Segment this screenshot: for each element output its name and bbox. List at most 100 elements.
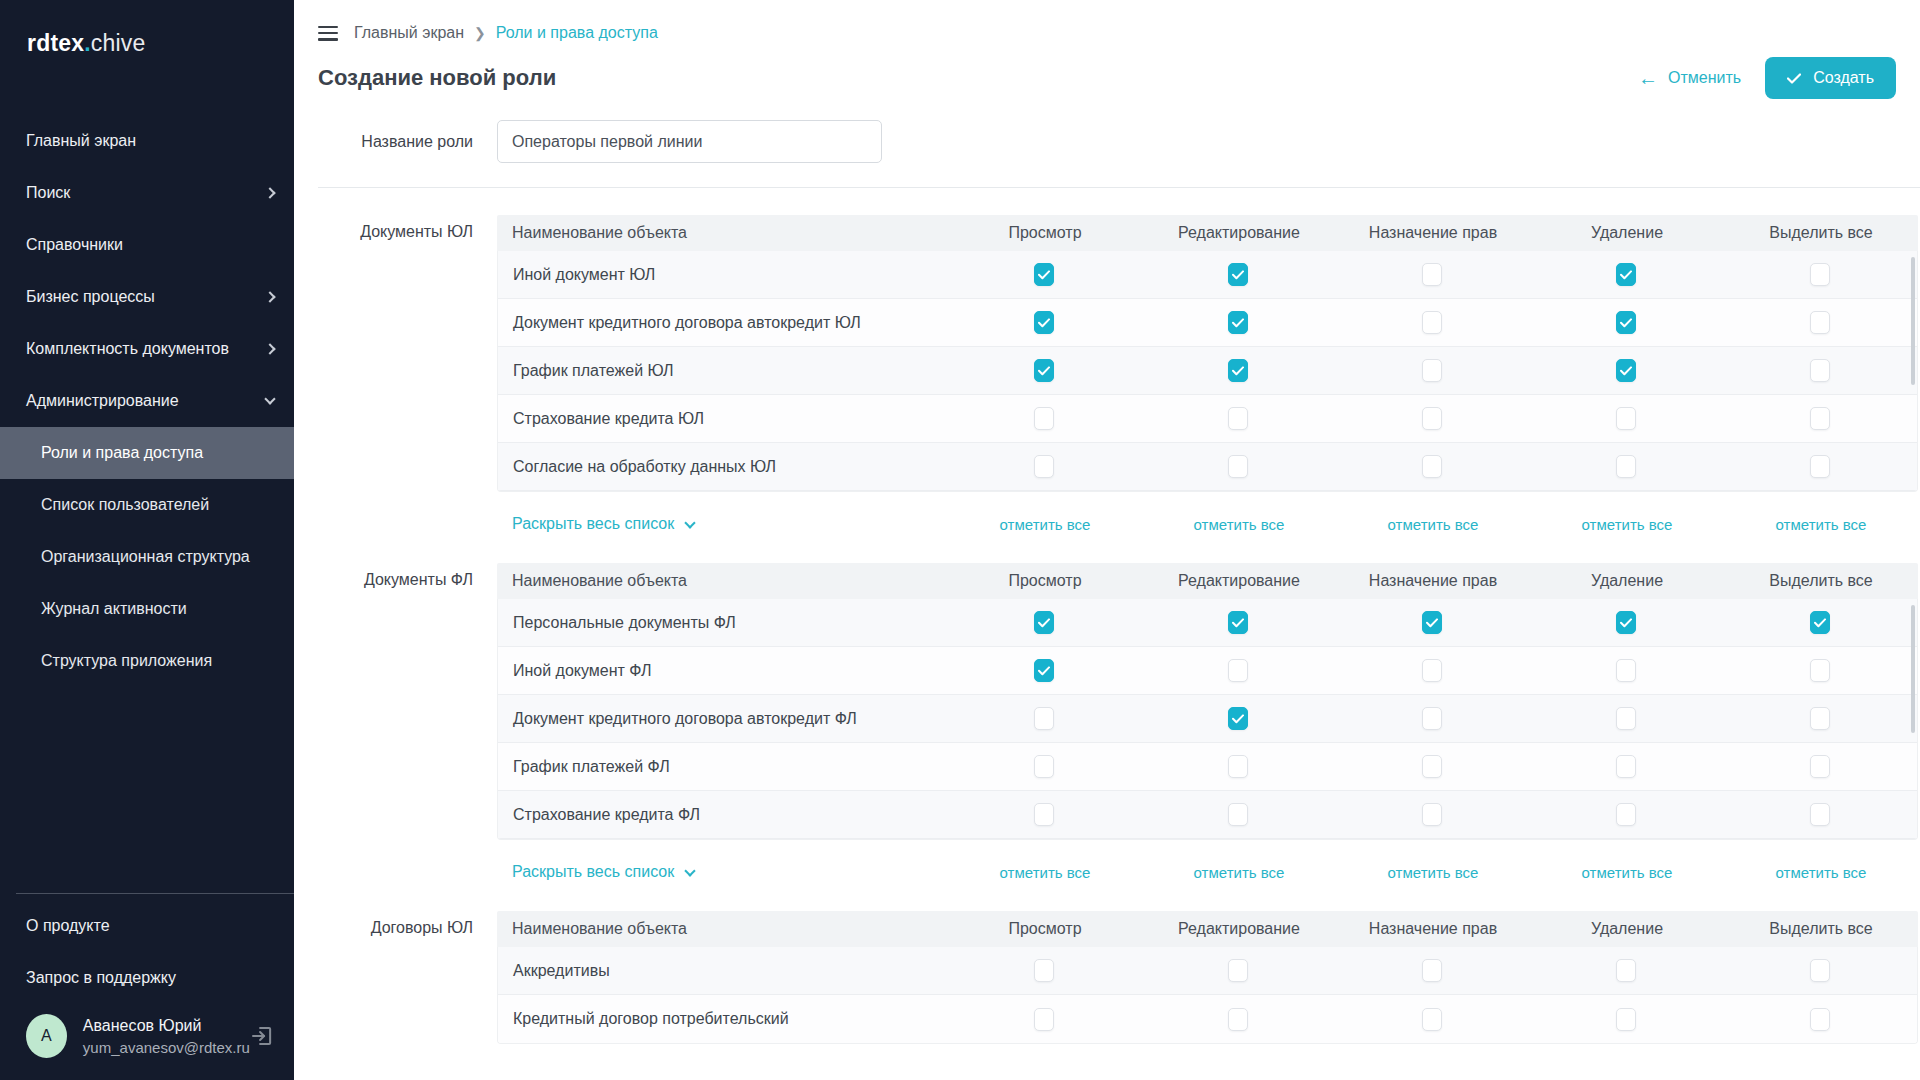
- checkbox-Назначение прав[interactable]: [1422, 755, 1442, 778]
- checkbox-Назначение прав[interactable]: [1422, 359, 1442, 382]
- role-name-input[interactable]: [497, 120, 882, 163]
- sidebar-subitem-4[interactable]: Структура приложения: [0, 635, 294, 687]
- checkbox-Просмотр[interactable]: [1034, 263, 1054, 286]
- checkbox-Удаление[interactable]: [1616, 1008, 1636, 1031]
- sidebar-item-1[interactable]: Поиск: [0, 167, 294, 219]
- checkbox-Удаление[interactable]: [1616, 263, 1636, 286]
- checkbox-Просмотр[interactable]: [1034, 803, 1054, 826]
- sidebar-item-5[interactable]: Администрирование: [0, 375, 294, 427]
- checkbox-Редактирование[interactable]: [1228, 263, 1248, 286]
- table-scrollbar[interactable]: [1911, 257, 1915, 385]
- checkbox-Назначение прав[interactable]: [1422, 455, 1442, 478]
- sidebar-subitem-2[interactable]: Организационная структура: [0, 531, 294, 583]
- checkbox-Просмотр[interactable]: [1034, 311, 1054, 334]
- cancel-button[interactable]: ← Отменить: [1638, 68, 1741, 88]
- checkbox-Выделить все[interactable]: [1810, 959, 1830, 982]
- checkbox-Просмотр[interactable]: [1034, 1008, 1054, 1031]
- check-all-link[interactable]: отметить все: [948, 516, 1142, 533]
- check-all-link[interactable]: отметить все: [948, 864, 1142, 881]
- breadcrumb-home[interactable]: Главный экран: [354, 24, 464, 42]
- expand-list-link[interactable]: Раскрыть весь список: [497, 515, 948, 533]
- checkbox-Редактирование[interactable]: [1228, 455, 1248, 478]
- checkbox-Выделить все[interactable]: [1810, 659, 1830, 682]
- checkbox-Удаление[interactable]: [1616, 407, 1636, 430]
- checkbox-Редактирование[interactable]: [1228, 959, 1248, 982]
- table-body: Персональные документы ФЛИной документ Ф…: [497, 599, 1918, 840]
- table-scrollbar[interactable]: [1911, 605, 1915, 733]
- checkbox-Удаление[interactable]: [1616, 803, 1636, 826]
- checkbox-Редактирование[interactable]: [1228, 1008, 1248, 1031]
- checkbox-Просмотр[interactable]: [1034, 959, 1054, 982]
- checkbox-Удаление[interactable]: [1616, 359, 1636, 382]
- sidebar-footer-link-0[interactable]: О продукте: [0, 900, 294, 952]
- check-all-link[interactable]: отметить все: [1724, 516, 1918, 533]
- logout-icon[interactable]: [250, 1023, 274, 1049]
- checkbox-Удаление[interactable]: [1616, 611, 1636, 634]
- checkbox-Редактирование[interactable]: [1228, 359, 1248, 382]
- sidebar-item-0[interactable]: Главный экран: [0, 115, 294, 167]
- checkbox-Просмотр[interactable]: [1034, 611, 1054, 634]
- check-all-link[interactable]: отметить все: [1336, 516, 1530, 533]
- sidebar-footer-link-1[interactable]: Запрос в поддержку: [0, 952, 294, 1004]
- sidebar-subitem-3[interactable]: Журнал активности: [0, 583, 294, 635]
- checkbox-Удаление[interactable]: [1616, 707, 1636, 730]
- check-all-link[interactable]: отметить все: [1336, 864, 1530, 881]
- checkbox-Просмотр[interactable]: [1034, 407, 1054, 430]
- checkbox-Просмотр[interactable]: [1034, 755, 1054, 778]
- create-button[interactable]: Создать: [1765, 57, 1896, 99]
- checkbox-Редактирование[interactable]: [1228, 707, 1248, 730]
- checkbox-Назначение прав[interactable]: [1422, 407, 1442, 430]
- checkbox-Назначение прав[interactable]: [1422, 611, 1442, 634]
- checkbox-Редактирование[interactable]: [1228, 311, 1248, 334]
- column-header: Редактирование: [1142, 920, 1336, 938]
- sidebar-item-4[interactable]: Комплектность документов: [0, 323, 294, 375]
- checkbox-Выделить все[interactable]: [1810, 707, 1830, 730]
- sidebar-item-3[interactable]: Бизнес процессы: [0, 271, 294, 323]
- sidebar-subitem-0[interactable]: Роли и права доступа: [0, 427, 294, 479]
- checkbox-Назначение прав[interactable]: [1422, 803, 1442, 826]
- checkbox-Назначение прав[interactable]: [1422, 707, 1442, 730]
- arrow-left-icon: ←: [1638, 68, 1658, 88]
- checkbox-Назначение прав[interactable]: [1422, 263, 1442, 286]
- checkbox-Редактирование[interactable]: [1228, 755, 1248, 778]
- checkbox-Удаление[interactable]: [1616, 311, 1636, 334]
- checkbox-Редактирование[interactable]: [1228, 611, 1248, 634]
- checkbox-Просмотр[interactable]: [1034, 455, 1054, 478]
- check-all-link[interactable]: отметить все: [1142, 864, 1336, 881]
- checkbox-Выделить все[interactable]: [1810, 311, 1830, 334]
- expand-list-link[interactable]: Раскрыть весь список: [497, 863, 948, 881]
- check-all-link[interactable]: отметить все: [1724, 864, 1918, 881]
- checkbox-Назначение прав[interactable]: [1422, 1008, 1442, 1031]
- checkbox-Выделить все[interactable]: [1810, 455, 1830, 478]
- checkbox-Выделить все[interactable]: [1810, 407, 1830, 430]
- check-all-link[interactable]: отметить все: [1530, 516, 1724, 533]
- hamburger-menu-icon[interactable]: [318, 26, 338, 41]
- sidebar-item-2[interactable]: Справочники: [0, 219, 294, 271]
- checkbox-Просмотр[interactable]: [1034, 707, 1054, 730]
- table-row: Кредитный договор потребительский: [498, 995, 1917, 1043]
- checkbox-Назначение прав[interactable]: [1422, 659, 1442, 682]
- checkbox-Просмотр[interactable]: [1034, 659, 1054, 682]
- checkbox-Редактирование[interactable]: [1228, 659, 1248, 682]
- check-all-link[interactable]: отметить все: [1530, 864, 1724, 881]
- checkbox-Удаление[interactable]: [1616, 659, 1636, 682]
- sidebar-item-label: Справочники: [26, 236, 274, 254]
- checkbox-Редактирование[interactable]: [1228, 407, 1248, 430]
- checkbox-Удаление[interactable]: [1616, 455, 1636, 478]
- checkbox-Выделить все[interactable]: [1810, 263, 1830, 286]
- checkbox-Назначение прав[interactable]: [1422, 959, 1442, 982]
- table-row: Иной документ ФЛ: [498, 647, 1917, 695]
- checkbox-Удаление[interactable]: [1616, 959, 1636, 982]
- checkbox-Выделить все[interactable]: [1810, 803, 1830, 826]
- checkbox-Выделить все[interactable]: [1810, 359, 1830, 382]
- checkbox-Назначение прав[interactable]: [1422, 311, 1442, 334]
- checkbox-Выделить все[interactable]: [1810, 611, 1830, 634]
- checkbox-Редактирование[interactable]: [1228, 803, 1248, 826]
- table-body: Иной документ ЮЛДокумент кредитного дого…: [497, 251, 1918, 492]
- check-all-link[interactable]: отметить все: [1142, 516, 1336, 533]
- checkbox-Просмотр[interactable]: [1034, 359, 1054, 382]
- checkbox-Выделить все[interactable]: [1810, 1008, 1830, 1031]
- checkbox-Удаление[interactable]: [1616, 755, 1636, 778]
- checkbox-Выделить все[interactable]: [1810, 755, 1830, 778]
- sidebar-subitem-1[interactable]: Список пользователей: [0, 479, 294, 531]
